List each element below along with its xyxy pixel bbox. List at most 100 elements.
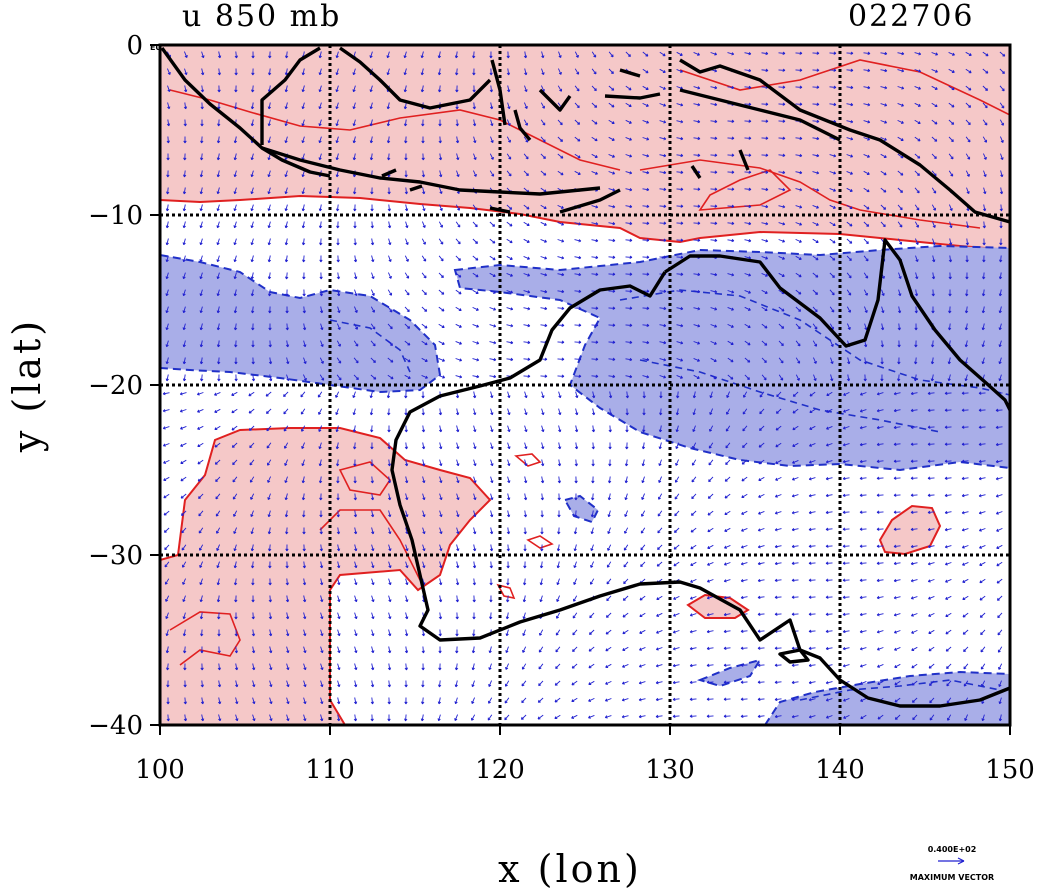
wind-arrow-icon [405,544,409,552]
wind-arrow-icon [893,527,901,531]
wind-arrow-icon [540,153,546,160]
wind-arrow-icon [808,612,816,616]
wind-arrow-icon [843,697,850,702]
wind-arrow-icon [455,629,459,637]
wind-arrow-icon [251,340,255,348]
wind-arrow-icon [897,238,903,245]
wind-arrow-icon [165,323,169,331]
wind-arrow-icon [303,680,307,688]
wind-arrow-icon [689,663,697,668]
wind-arrow-icon [421,663,425,671]
wind-arrow-icon [792,459,799,464]
wind-arrow-icon [216,238,220,246]
wind-arrow-icon [353,510,358,518]
wind-arrow-icon [812,136,820,141]
wind-arrow-icon [286,714,290,722]
wind-arrow-icon [825,527,833,532]
wind-arrow-icon [826,425,833,430]
wind-arrow-icon [303,612,307,620]
wind-arrow-icon [558,425,562,433]
wind-arrow-icon [591,459,595,467]
wind-arrow-icon [571,697,578,703]
wind-arrow-icon [944,442,952,446]
wind-arrow-icon [199,595,203,603]
wind-arrow-icon [757,561,765,566]
wind-arrow-icon [216,255,220,263]
wind-arrow-icon [795,102,803,106]
wind-arrow-icon [842,595,850,600]
wind-arrow-icon [506,153,512,160]
wind-arrow-icon [691,476,697,483]
wind-arrow-icon [995,494,1003,498]
wind-arrow-icon [454,714,459,721]
wind-arrow-icon [233,238,237,246]
wind-arrow-icon [723,579,731,583]
wind-arrow-icon [898,289,902,297]
wind-arrow-icon [812,153,820,158]
wind-arrow-icon [336,714,341,722]
wind-arrow-icon [456,476,460,484]
wind-arrow-icon [893,493,901,497]
wind-arrow-icon [778,85,786,89]
wind-arrow-icon [625,85,632,91]
wind-arrow-icon [759,408,765,415]
wind-arrow-icon [523,153,529,160]
wind-arrow-icon [386,136,391,144]
wind-arrow-icon [523,170,529,177]
wind-arrow-icon [180,493,187,499]
wind-arrow-icon [741,510,748,515]
wind-arrow-icon [846,154,854,158]
wind-arrow-icon [404,408,408,416]
wind-arrow-icon [507,493,511,501]
wind-arrow-icon [471,697,476,704]
wind-arrow-icon [421,425,426,433]
wind-arrow-icon [774,646,782,650]
reference-vector-caption: MAXIMUM VECTOR [910,873,994,882]
wind-arrow-icon [217,374,221,382]
wind-arrow-icon [880,120,888,124]
wind-arrow-icon [795,306,802,312]
wind-arrow-icon [676,341,684,345]
wind-arrow-icon [965,238,970,246]
wind-arrow-icon [352,119,356,127]
wind-arrow-icon [778,357,784,364]
wind-arrow-icon [842,443,850,447]
wind-arrow-icon [963,646,969,653]
x-tick-label: 110 [305,755,355,785]
wind-arrow-icon [961,476,969,481]
wind-arrow-icon [555,629,561,636]
wind-arrow-icon [574,51,579,58]
wind-arrow-icon [860,680,867,685]
wind-arrow-icon [658,493,663,500]
wind-arrow-icon [540,256,548,260]
wind-arrow-icon [353,476,357,484]
wind-arrow-icon [690,578,697,583]
wind-arrow-icon [233,136,238,144]
wind-arrow-icon [692,442,697,449]
y-tick-label: −10 [88,201,143,231]
wind-arrow-icon [946,663,952,670]
wind-arrow-icon [761,187,769,192]
wind-arrow-icon [370,459,374,467]
wind-arrow-icon [910,493,918,497]
wind-arrow-icon [791,663,799,668]
wind-arrow-icon [523,221,530,227]
wind-arrow-icon [320,629,324,637]
wind-arrow-icon [183,153,187,161]
wind-arrow-icon [404,323,411,329]
wind-arrow-icon [387,204,392,212]
wind-arrow-icon [607,493,612,501]
wind-arrow-icon [625,154,633,158]
wind-arrow-icon [520,714,527,720]
wind-arrow-icon [863,238,869,245]
wind-arrow-icon [876,459,884,464]
wind-arrow-icon [283,408,289,415]
wind-arrow-icon [387,221,392,229]
wind-arrow-icon [572,646,578,653]
wind-arrow-icon [386,391,391,399]
wind-arrow-icon [795,238,802,243]
wind-arrow-icon [217,612,221,620]
wind-arrow-icon [524,442,528,450]
wind-arrow-icon [472,391,477,399]
wind-arrow-icon [284,136,288,144]
